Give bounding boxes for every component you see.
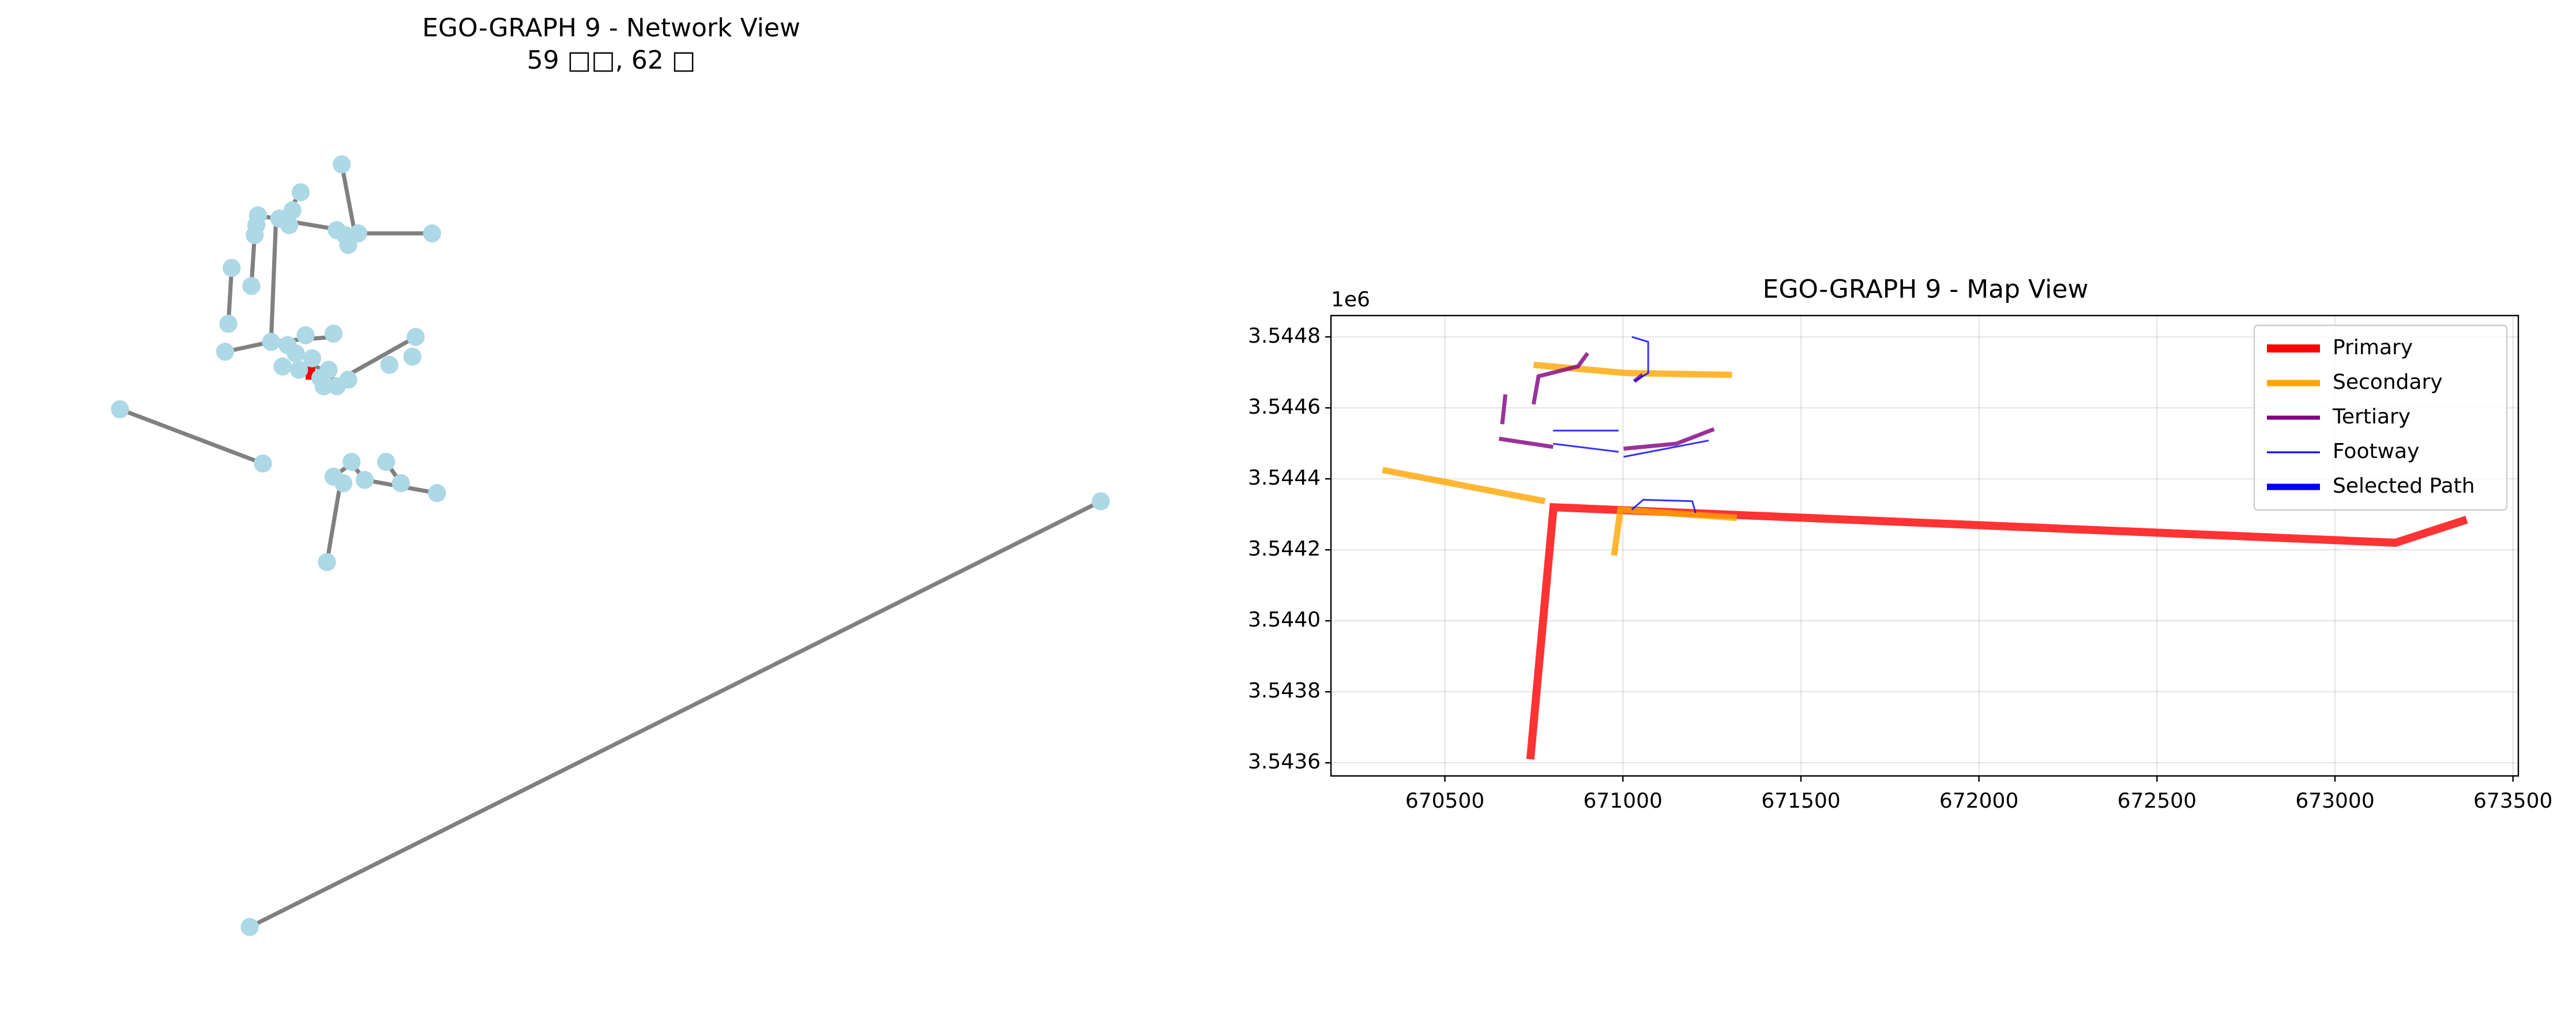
node: [423, 224, 441, 243]
x-tick-label: 671500: [1761, 789, 1840, 813]
y-tick-label: 3.5436: [1248, 750, 1321, 774]
node: [324, 324, 343, 343]
node: [428, 484, 446, 502]
node: [283, 201, 302, 220]
node: [273, 357, 292, 376]
node: [343, 452, 361, 471]
node: [291, 183, 310, 202]
node: [303, 349, 321, 367]
legend-box: [2253, 324, 2508, 511]
series-line: [1553, 336, 1709, 513]
node: [289, 361, 309, 379]
node: [377, 452, 396, 471]
series-line: [1526, 502, 2468, 760]
node: [296, 326, 315, 344]
legend-label: Tertiary: [2332, 405, 2410, 429]
series-line: [1498, 352, 1715, 451]
x-tick-label: 672500: [2118, 789, 2197, 813]
node: [407, 328, 425, 346]
node: [319, 361, 338, 379]
legend-label: Primary: [2333, 336, 2413, 359]
x-tick-label: 671000: [1584, 789, 1663, 813]
plot-frame: [1330, 314, 2519, 777]
edge: [340, 164, 357, 234]
node: [314, 377, 333, 396]
legend-label: Footway: [2333, 440, 2419, 463]
node: [392, 474, 410, 493]
node: [403, 347, 422, 366]
legend-label: Secondary: [2333, 370, 2443, 394]
network-title: EGO-GRAPH 9 - Network View: [422, 13, 800, 43]
nodes: [111, 155, 1110, 936]
x-tick-label: 673000: [2295, 789, 2374, 813]
node: [1092, 492, 1110, 511]
node: [216, 343, 234, 361]
node: [245, 226, 264, 245]
y-tick-label: 3.5446: [1248, 395, 1321, 419]
legend-label: Selected Path: [2333, 474, 2475, 498]
network-graph: [111, 155, 1110, 936]
node: [280, 216, 299, 234]
node: [332, 155, 351, 174]
node: [349, 224, 367, 243]
node: [254, 454, 272, 473]
edge: [119, 407, 264, 466]
y-tick-label: 3.5438: [1248, 679, 1321, 703]
x-tick-label: 672000: [1939, 789, 2018, 813]
y-tick-label: 3.5442: [1248, 537, 1321, 561]
x-tick-label: 673500: [2473, 789, 2552, 813]
node: [318, 553, 336, 572]
node: [339, 370, 358, 389]
map-title: EGO-GRAPH 9 - Map View: [1763, 275, 2089, 304]
network-subtitle: 59 □□, 62 □: [527, 46, 696, 75]
node: [380, 355, 398, 374]
x-tick-label: 670500: [1405, 789, 1484, 813]
node: [334, 474, 353, 493]
node: [262, 332, 280, 351]
node: [287, 344, 305, 363]
y-tick-label: 3.5440: [1248, 608, 1321, 632]
y-tick-label: 3.5448: [1248, 324, 1321, 348]
edge: [269, 218, 279, 342]
edge: [249, 499, 1102, 929]
node: [242, 277, 261, 295]
y-offset-label: 1e6: [1331, 288, 1370, 312]
y-tick-label: 3.5444: [1248, 466, 1321, 490]
node: [240, 918, 259, 936]
edge: [226, 268, 234, 324]
node: [223, 258, 241, 277]
node: [219, 314, 238, 333]
edge: [325, 484, 343, 562]
node: [355, 471, 374, 489]
node: [111, 400, 129, 419]
